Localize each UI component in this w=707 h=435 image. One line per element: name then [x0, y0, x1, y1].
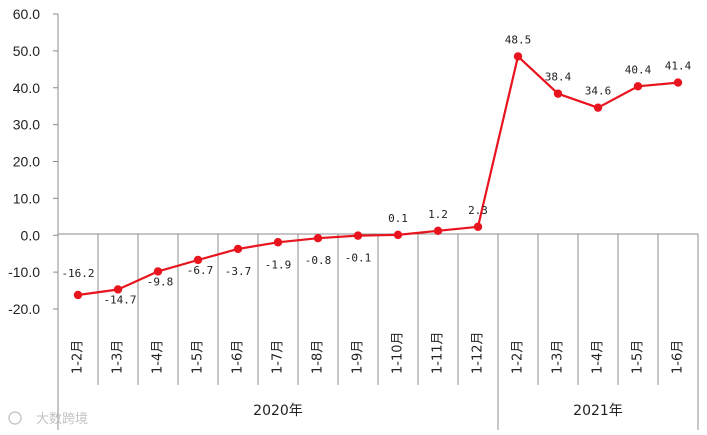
data-label: -9.8	[147, 275, 174, 288]
x-category-label: 1-4月	[591, 340, 606, 374]
y-tick-label: 50.0	[13, 43, 40, 59]
data-point	[553, 89, 563, 98]
watermark-logo-icon	[8, 411, 22, 425]
x-category-label: 1-7月	[271, 340, 286, 374]
data-label: -3.7	[225, 265, 252, 278]
x-category-label: 1-6月	[671, 340, 686, 374]
x-category-label: 1-5月	[191, 340, 206, 374]
y-tick-label: 60.0	[13, 6, 40, 22]
data-label: -6.7	[187, 264, 214, 277]
y-tick-label: 40.0	[13, 80, 40, 96]
data-point	[313, 234, 323, 243]
data-label: -1.9	[265, 258, 292, 271]
data-label: -0.1	[345, 252, 372, 265]
x-category-label: 1-8月	[311, 340, 326, 374]
y-tick-label: 0.0	[21, 227, 41, 243]
data-point	[473, 222, 483, 231]
data-point	[433, 226, 443, 236]
data-label: 1.2	[428, 208, 448, 221]
x-axis-categories: 1-2月 1-3月 1-4月 1-5月 1-6月 1-7月 1-8月 1-9月 1-10月 1-1…	[57, 234, 699, 385]
data-point	[353, 231, 363, 240]
data-label: -0.8	[305, 254, 332, 267]
data-label: -14.7	[103, 293, 136, 306]
data-label: 2.3	[468, 204, 488, 217]
x-axis-year-groups: 2020年 2021年	[57, 385, 699, 430]
data-label: -16.2	[61, 267, 94, 280]
x-category-label: 1-3月	[111, 340, 126, 374]
data-point	[113, 285, 123, 294]
y-tick-label: 10.0	[13, 190, 40, 206]
x-category-label: 1-6月	[231, 340, 246, 374]
year-group-label: 2021年	[573, 403, 623, 419]
y-axis-ticks: -20.0 -10.0 0.0 10.0 20.0 30.0 40.0 50.0 60.0	[8, 6, 58, 317]
x-category-label: 1-3月	[551, 340, 566, 374]
data-point	[593, 103, 603, 112]
x-category-label: 1-10月	[391, 331, 406, 374]
data-point	[153, 267, 163, 276]
data-point	[193, 255, 203, 265]
data-label: 0.1	[388, 212, 408, 225]
data-label: 38.4	[545, 71, 572, 84]
data-point	[273, 238, 283, 247]
data-point	[73, 290, 83, 300]
series-line	[77, 55, 679, 297]
y-tick-label: -10.0	[8, 264, 40, 280]
x-category-label: 1-2月	[511, 340, 526, 374]
y-tick-label: 20.0	[13, 154, 40, 170]
x-category-label: 1-12月	[471, 331, 486, 374]
data-labels: -16.2 -14.7 -9.8 -6.7 -3.7 -1.9 -0.8 -0.1 0.1 1.2…	[61, 33, 691, 306]
data-series	[73, 52, 683, 300]
year-group-label: 2020年	[253, 403, 303, 419]
data-label: 40.4	[625, 63, 652, 76]
data-point	[633, 82, 643, 91]
x-category-label: 1-4月	[151, 340, 166, 374]
x-category-label: 1-9月	[351, 340, 366, 374]
data-label: 41.4	[665, 60, 692, 73]
watermark-text: 大数跨境	[36, 412, 88, 427]
y-tick-label: -20.0	[8, 301, 40, 317]
data-point	[393, 230, 403, 240]
data-point	[233, 244, 243, 254]
y-tick-label: 30.0	[13, 117, 40, 133]
watermark: 大数跨境	[8, 411, 88, 427]
x-category-label: 1-2月	[71, 340, 86, 374]
x-category-label: 1-11月	[431, 331, 446, 374]
data-point	[513, 52, 523, 61]
x-category-label: 1-5月	[631, 340, 646, 374]
data-label: 34.6	[585, 85, 612, 98]
data-point	[673, 78, 683, 87]
data-label: 48.5	[505, 33, 532, 46]
